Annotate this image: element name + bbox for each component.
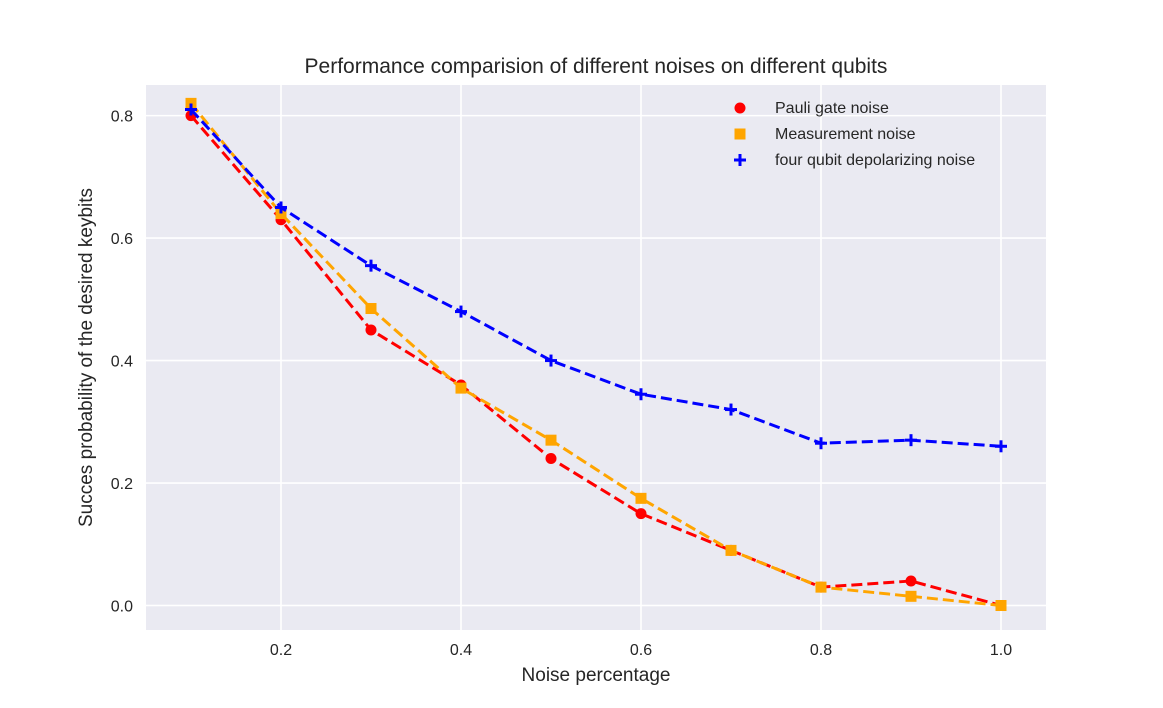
data-point-four-qubit-depolarizing-noise xyxy=(995,440,1007,453)
x-tick-label: 1.0 xyxy=(990,642,1012,659)
data-point-four-qubit-depolarizing-noise xyxy=(725,403,737,416)
tick-labels: 0.2 0.4 0.6 0.8 1.0 0.0 0.2 0.4 0.6 0.8 xyxy=(111,109,1012,659)
data-point-measurement-noise xyxy=(905,590,917,602)
data-point-measurement-noise xyxy=(635,492,647,504)
legend-label: Measurement noise xyxy=(775,126,916,143)
series-line-pauli-gate-noise xyxy=(189,114,1002,607)
data-point-four-qubit-depolarizing-noise xyxy=(545,354,557,367)
x-tick-label: 0.6 xyxy=(630,642,652,659)
data-point-four-qubit-depolarizing-noise xyxy=(365,259,377,272)
data-point-four-qubit-depolarizing-noise xyxy=(635,388,647,401)
x-axis-title: Noise percentage xyxy=(522,665,671,686)
data-point-four-qubit-depolarizing-noise xyxy=(275,201,287,214)
legend-item-measurement-noise: Measurement noise xyxy=(734,126,916,143)
data-point-measurement-noise xyxy=(545,434,557,446)
data-point-four-qubit-depolarizing-noise xyxy=(455,305,467,318)
data-point-pauli-gate-noise xyxy=(365,324,377,336)
legend-label: four qubit depolarizing noise xyxy=(775,152,975,169)
legend-marker-measurement-noise xyxy=(734,128,746,140)
chart-title: Performance comparision of different noi… xyxy=(305,55,888,78)
data-point-four-qubit-depolarizing-noise xyxy=(185,103,197,116)
data-point-measurement-noise xyxy=(815,581,827,593)
data-point-measurement-noise xyxy=(455,382,467,394)
x-tick-label: 0.4 xyxy=(450,642,472,659)
series-four-qubit-depolarizing-noise xyxy=(185,103,1007,453)
data-point-pauli-gate-noise xyxy=(905,575,917,587)
y-axis-title: Succes probability of the desired keybit… xyxy=(76,188,97,527)
y-tick-label: 0.8 xyxy=(111,109,133,126)
legend-item-four-qubit-depolarizing-noise: four qubit depolarizing noise xyxy=(734,152,975,169)
legend-marker-pauli-gate-noise xyxy=(734,102,746,114)
y-tick-label: 0.0 xyxy=(111,599,133,616)
x-tick-label: 0.2 xyxy=(270,642,292,659)
data-point-measurement-noise xyxy=(185,97,197,109)
data-point-pauli-gate-noise xyxy=(545,453,557,465)
series-layer xyxy=(185,97,1007,612)
legend-item-pauli-gate-noise: Pauli gate noise xyxy=(734,100,889,117)
series-line-measurement-noise xyxy=(189,102,1002,608)
data-point-measurement-noise xyxy=(275,208,287,220)
data-point-four-qubit-depolarizing-noise xyxy=(905,434,917,447)
data-point-measurement-noise xyxy=(725,544,737,556)
plot-area xyxy=(146,85,1046,630)
data-point-measurement-noise xyxy=(365,303,377,315)
y-tick-label: 0.2 xyxy=(111,476,133,493)
y-tick-label: 0.4 xyxy=(111,354,133,371)
series-line-four-qubit-depolarizing-noise xyxy=(189,108,1002,448)
legend-marker-four-qubit-depolarizing-noise xyxy=(734,154,746,166)
data-point-pauli-gate-noise xyxy=(635,508,647,520)
series-measurement-noise xyxy=(185,97,1007,612)
data-point-four-qubit-depolarizing-noise xyxy=(815,437,827,450)
y-tick-label: 0.6 xyxy=(111,231,133,248)
legend: Pauli gate noise Measurement noise four qu… xyxy=(734,100,975,169)
x-tick-label: 0.8 xyxy=(810,642,832,659)
data-point-measurement-noise xyxy=(995,600,1007,612)
legend-label: Pauli gate noise xyxy=(775,100,889,117)
